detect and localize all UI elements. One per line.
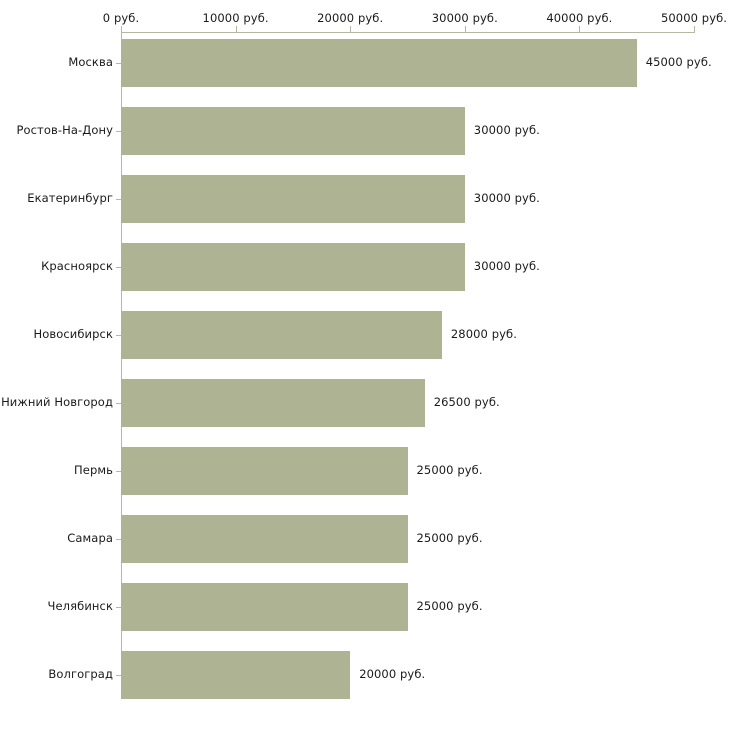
x-axis-tick-label: 30000 руб. [431, 11, 498, 25]
y-axis-line [121, 32, 122, 689]
bar[interactable] [121, 583, 408, 631]
bar[interactable] [121, 175, 465, 223]
category-axis-label: Нижний Новгород [1, 395, 113, 409]
category-axis-tick [116, 131, 121, 132]
x-axis-left-cap [121, 26, 122, 33]
category-axis-label: Москва [68, 55, 113, 69]
bar-value-label: 20000 руб. [359, 667, 426, 681]
bar[interactable] [121, 651, 351, 699]
category-axis-tick [116, 63, 121, 64]
bar-value-label: 30000 руб. [473, 191, 540, 205]
x-axis-tick-label: 0 руб. [102, 11, 140, 25]
bar[interactable] [121, 311, 442, 359]
bar[interactable] [121, 243, 465, 291]
bar-value-label: 28000 руб. [450, 327, 517, 341]
category-axis-tick [116, 403, 121, 404]
category-axis-tick [116, 267, 121, 268]
x-axis-tick [235, 26, 237, 32]
bar[interactable] [121, 39, 637, 87]
x-axis-tick-label: 40000 руб. [546, 11, 613, 25]
x-axis-tick [579, 26, 581, 32]
x-axis-tick [350, 26, 352, 32]
category-axis-label: Екатеринбург [27, 191, 113, 205]
bar-value-label: 25000 руб. [416, 463, 483, 477]
bar-value-label: 25000 руб. [416, 531, 483, 545]
category-axis-tick [116, 199, 121, 200]
category-axis-label: Новосибирск [33, 327, 113, 341]
bar-value-label: 30000 руб. [473, 123, 540, 137]
bar-value-label: 30000 руб. [473, 259, 540, 273]
category-axis-tick [116, 607, 121, 608]
bar-value-label: 45000 руб. [645, 55, 712, 69]
category-axis-label: Самара [67, 531, 113, 545]
bar[interactable] [121, 515, 408, 563]
bar[interactable] [121, 107, 465, 155]
category-axis-label: Ростов-На-Дону [16, 123, 113, 137]
category-axis-label: Волгоград [48, 667, 113, 681]
x-axis-right-cap [694, 26, 695, 33]
x-axis-tick-label: 10000 руб. [202, 11, 269, 25]
category-axis-tick [116, 675, 121, 676]
category-axis-label: Пермь [74, 463, 113, 477]
category-axis-label: Красноярск [41, 259, 113, 273]
category-axis-tick [116, 539, 121, 540]
x-axis-line [121, 32, 695, 33]
x-axis-tick-label: 20000 руб. [317, 11, 384, 25]
bar[interactable] [121, 447, 408, 495]
category-axis-tick [116, 471, 121, 472]
bar-value-label: 26500 руб. [433, 395, 500, 409]
x-axis-tick [464, 26, 466, 32]
bar-value-label: 25000 руб. [416, 599, 483, 613]
category-axis-tick [116, 335, 121, 336]
x-axis-tick-label: 50000 руб. [660, 11, 728, 25]
bar[interactable] [121, 379, 425, 427]
category-axis-label: Челябинск [47, 599, 113, 613]
